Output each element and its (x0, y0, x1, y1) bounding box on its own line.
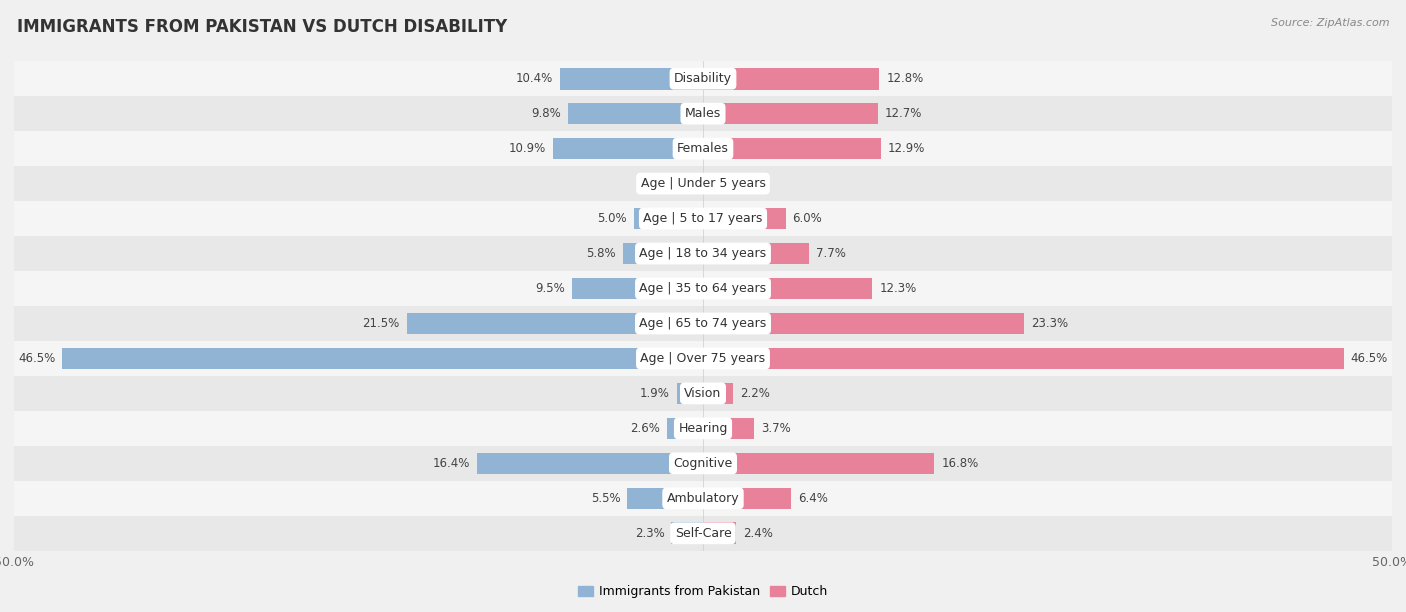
Bar (703, 523, 737, 544)
Bar (14, 131, 1392, 166)
Bar (14, 271, 1392, 306)
Bar (703, 278, 873, 299)
Text: Ambulatory: Ambulatory (666, 492, 740, 505)
Text: Disability: Disability (673, 72, 733, 85)
Bar (671, 523, 703, 544)
Bar (703, 68, 879, 89)
Text: 9.8%: 9.8% (531, 107, 561, 120)
Text: Vision: Vision (685, 387, 721, 400)
Text: Age | 5 to 17 years: Age | 5 to 17 years (644, 212, 762, 225)
Text: IMMIGRANTS FROM PAKISTAN VS DUTCH DISABILITY: IMMIGRANTS FROM PAKISTAN VS DUTCH DISABI… (17, 18, 508, 36)
Bar (568, 103, 703, 124)
Text: 6.4%: 6.4% (799, 492, 828, 505)
Bar (703, 313, 1024, 334)
Text: 5.0%: 5.0% (598, 212, 627, 225)
Bar (703, 452, 935, 474)
Text: 12.3%: 12.3% (879, 282, 917, 295)
Bar (62, 348, 703, 369)
Text: Self-Care: Self-Care (675, 527, 731, 540)
Text: Age | 35 to 64 years: Age | 35 to 64 years (640, 282, 766, 295)
Bar (703, 173, 727, 195)
Text: 12.8%: 12.8% (886, 72, 924, 85)
Text: 1.1%: 1.1% (651, 177, 681, 190)
Text: 12.7%: 12.7% (884, 107, 922, 120)
Text: 5.5%: 5.5% (591, 492, 620, 505)
Bar (703, 243, 808, 264)
Text: 46.5%: 46.5% (1351, 352, 1388, 365)
Bar (14, 201, 1392, 236)
Text: Age | Under 5 years: Age | Under 5 years (641, 177, 765, 190)
Bar (14, 446, 1392, 481)
Text: 10.4%: 10.4% (516, 72, 553, 85)
Bar (676, 382, 703, 405)
Bar (14, 481, 1392, 516)
Bar (14, 61, 1392, 96)
Text: 1.9%: 1.9% (640, 387, 669, 400)
Text: 46.5%: 46.5% (18, 352, 55, 365)
Text: 3.7%: 3.7% (761, 422, 790, 435)
Bar (703, 103, 877, 124)
Text: 1.7%: 1.7% (734, 177, 763, 190)
Text: Source: ZipAtlas.com: Source: ZipAtlas.com (1271, 18, 1389, 28)
Bar (634, 207, 703, 230)
Text: 6.0%: 6.0% (793, 212, 823, 225)
Text: 16.8%: 16.8% (942, 457, 979, 470)
Text: Females: Females (678, 142, 728, 155)
Bar (477, 452, 703, 474)
Text: 2.2%: 2.2% (740, 387, 770, 400)
Bar (627, 488, 703, 509)
Text: 2.3%: 2.3% (634, 527, 665, 540)
Bar (703, 382, 734, 405)
Bar (14, 236, 1392, 271)
Text: 21.5%: 21.5% (363, 317, 399, 330)
Bar (703, 348, 1344, 369)
Text: Hearing: Hearing (678, 422, 728, 435)
Bar (560, 68, 703, 89)
Bar (14, 341, 1392, 376)
Bar (14, 306, 1392, 341)
Text: Age | Over 75 years: Age | Over 75 years (641, 352, 765, 365)
Bar (623, 243, 703, 264)
Bar (14, 376, 1392, 411)
Text: Age | 65 to 74 years: Age | 65 to 74 years (640, 317, 766, 330)
Bar (14, 166, 1392, 201)
Bar (703, 138, 880, 160)
Text: 9.5%: 9.5% (536, 282, 565, 295)
Text: 16.4%: 16.4% (433, 457, 470, 470)
Bar (703, 207, 786, 230)
Text: Cognitive: Cognitive (673, 457, 733, 470)
Bar (668, 417, 703, 439)
Text: Males: Males (685, 107, 721, 120)
Bar (406, 313, 703, 334)
Bar (14, 411, 1392, 446)
Text: 5.8%: 5.8% (586, 247, 616, 260)
Text: 2.4%: 2.4% (742, 527, 773, 540)
Bar (703, 417, 754, 439)
Bar (688, 173, 703, 195)
Text: 12.9%: 12.9% (887, 142, 925, 155)
Bar (14, 516, 1392, 551)
Bar (14, 96, 1392, 131)
Text: 10.9%: 10.9% (509, 142, 546, 155)
Text: 23.3%: 23.3% (1031, 317, 1069, 330)
Text: 2.6%: 2.6% (630, 422, 661, 435)
Legend: Immigrants from Pakistan, Dutch: Immigrants from Pakistan, Dutch (572, 580, 834, 603)
Text: 7.7%: 7.7% (815, 247, 846, 260)
Bar (553, 138, 703, 160)
Bar (703, 488, 792, 509)
Text: Age | 18 to 34 years: Age | 18 to 34 years (640, 247, 766, 260)
Bar (572, 278, 703, 299)
